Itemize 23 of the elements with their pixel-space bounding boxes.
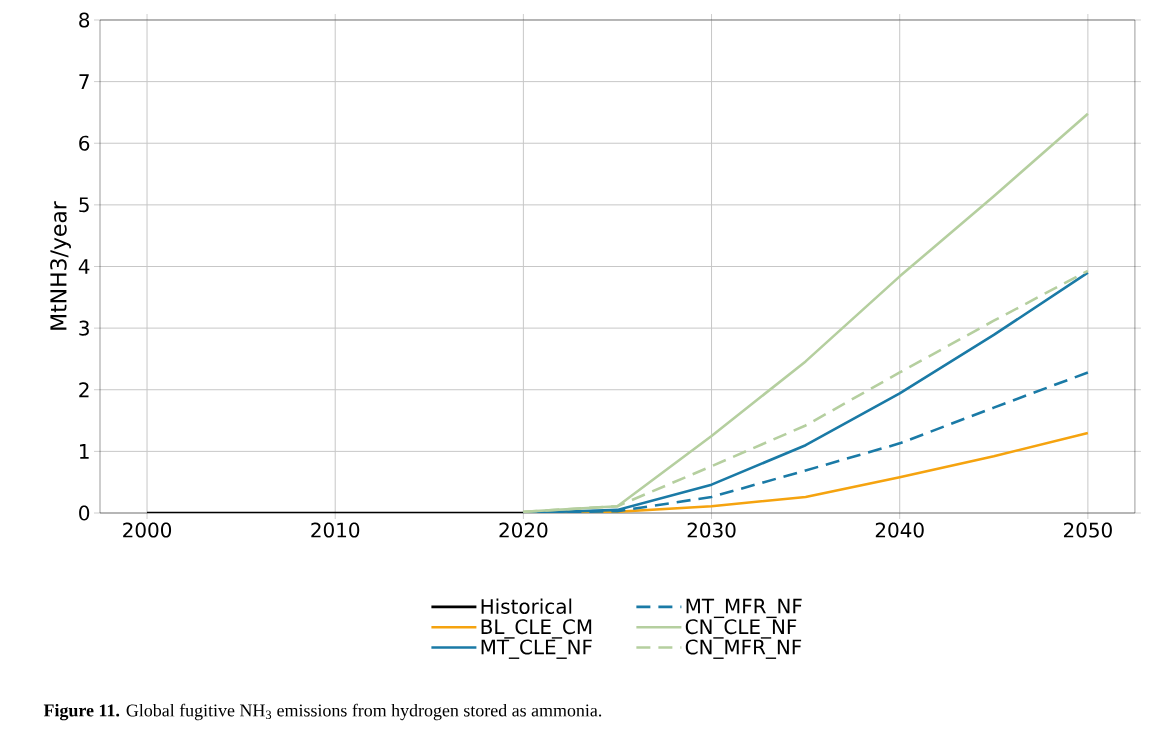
legend-label: MT_MFR_NF (686, 598, 802, 619)
legend-label: CN_CLE_NF (685, 619, 797, 639)
legend-label: BL_CLE_CM (481, 619, 592, 639)
y-tick-label: 5 (79, 197, 89, 213)
x-tick-label: 2000 (123, 522, 172, 538)
x-tick-label: 2010 (311, 522, 360, 538)
x-tick-label: 2030 (687, 522, 736, 538)
legend-label: CN_MFR_NF (685, 639, 802, 659)
y-tick-label: 6 (79, 135, 90, 151)
x-tick-label: 2040 (875, 522, 924, 538)
legend-label: MT_CLE_NF (481, 639, 592, 659)
x-tick-label: 2050 (1063, 522, 1112, 538)
y-axis-title: MtNH3/year (50, 201, 71, 330)
y-tick-label: 7 (79, 74, 89, 89)
y-tick-label: 3 (79, 320, 89, 336)
text: Figure 11. Global fugitive NH$_{3}$ emissions from hydrogen stored as ammonia. (43, 703, 602, 721)
y-tick-label: 0 (79, 505, 90, 521)
y-tick-label: 4 (78, 259, 90, 274)
y-tick-label: 2 (79, 382, 89, 398)
y-tick-label: 8 (79, 12, 90, 28)
x-tick-label: 2020 (499, 522, 548, 538)
legend-label: Historical (481, 598, 572, 614)
y-tick-label: 1 (80, 444, 89, 459)
